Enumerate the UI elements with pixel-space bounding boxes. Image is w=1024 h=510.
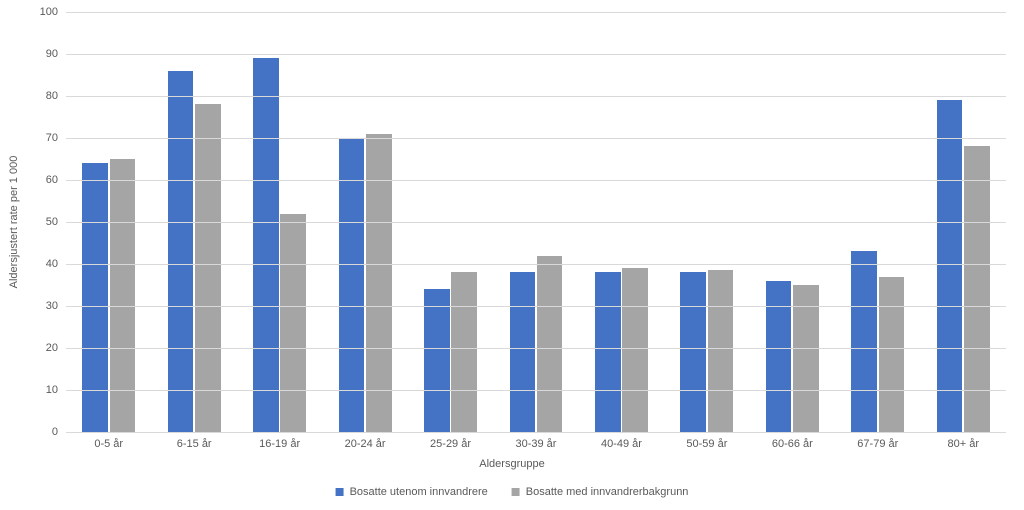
bar (622, 268, 648, 432)
y-tick-label: 30 (46, 300, 66, 312)
x-tick-label: 30-39 år (515, 432, 556, 450)
legend: Bosatte utenom innvandrere Bosatte med i… (336, 486, 689, 498)
y-tick-label: 20 (46, 342, 66, 354)
x-axis-title: Aldersgruppe (479, 458, 544, 470)
x-tick-label: 0-5 år (94, 432, 123, 450)
y-tick-label: 50 (46, 216, 66, 228)
bar (110, 159, 136, 432)
x-tick-label: 25-29 år (430, 432, 471, 450)
legend-swatch-icon (336, 488, 344, 496)
grid-line (66, 138, 1006, 139)
bar (793, 285, 819, 432)
bar (766, 281, 792, 432)
grid-line (66, 390, 1006, 391)
plot-area: 0-5 år6-15 år16-19 år20-24 år25-29 år30-… (66, 12, 1006, 432)
bar (851, 251, 877, 432)
bar (451, 272, 477, 432)
bar (280, 214, 306, 432)
x-tick-label: 60-66 år (772, 432, 813, 450)
y-tick-label: 80 (46, 90, 66, 102)
y-tick-label: 60 (46, 174, 66, 186)
bar (708, 270, 734, 432)
grid-line (66, 264, 1006, 265)
y-tick-label: 10 (46, 384, 66, 396)
x-tick-label: 80+ år (948, 432, 980, 450)
bar (366, 134, 392, 432)
grid-line (66, 96, 1006, 97)
bar (537, 256, 563, 432)
x-tick-label: 16-19 år (259, 432, 300, 450)
y-tick-label: 70 (46, 132, 66, 144)
y-axis-title: Aldersjustert rate per 1 000 (8, 156, 20, 289)
x-tick-label: 40-49 år (601, 432, 642, 450)
bar-chart: Aldersjustert rate per 1 000 0-5 år6-15 … (0, 0, 1024, 510)
y-tick-label: 90 (46, 48, 66, 60)
bar (253, 58, 279, 432)
bar (680, 272, 706, 432)
y-tick-label: 40 (46, 258, 66, 270)
grid-line (66, 348, 1006, 349)
grid-line (66, 432, 1006, 433)
bar (595, 272, 621, 432)
bar (937, 100, 963, 432)
y-tick-label: 0 (52, 426, 66, 438)
bar (195, 104, 221, 432)
bar (168, 71, 194, 432)
legend-item: Bosatte utenom innvandrere (336, 486, 488, 498)
bar (510, 272, 536, 432)
legend-label: Bosatte med innvandrerbakgrunn (526, 486, 689, 498)
legend-swatch-icon (512, 488, 520, 496)
bar (82, 163, 108, 432)
legend-label: Bosatte utenom innvandrere (350, 486, 488, 498)
x-tick-label: 67-79 år (857, 432, 898, 450)
x-tick-label: 20-24 år (345, 432, 386, 450)
grid-line (66, 180, 1006, 181)
grid-line (66, 306, 1006, 307)
bar (339, 138, 365, 432)
grid-line (66, 222, 1006, 223)
legend-item: Bosatte med innvandrerbakgrunn (512, 486, 689, 498)
grid-line (66, 12, 1006, 13)
y-tick-label: 100 (40, 6, 66, 18)
bar (424, 289, 450, 432)
grid-line (66, 54, 1006, 55)
x-tick-label: 50-59 år (686, 432, 727, 450)
x-tick-label: 6-15 år (177, 432, 212, 450)
bar (879, 277, 905, 432)
